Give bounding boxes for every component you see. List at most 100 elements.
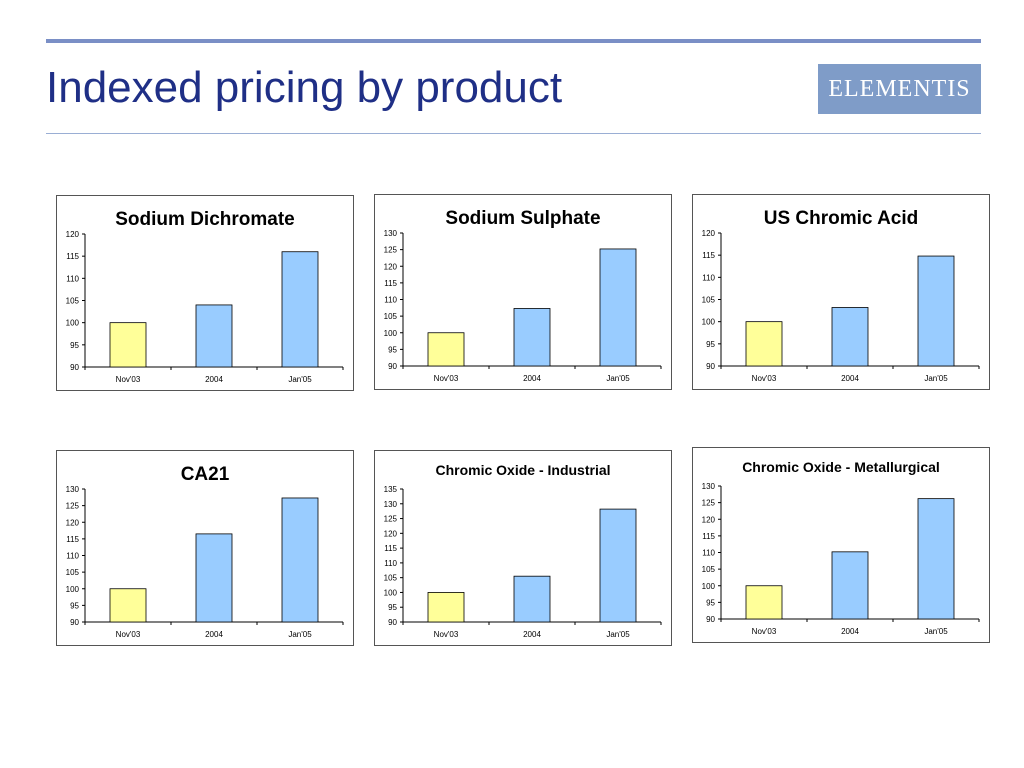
x-tick-label: 2004 (205, 375, 223, 384)
y-tick-label: 130 (384, 229, 398, 238)
chart-svg: Sodium Dichromate 90 95 100 105 110 115 120 Nov'… (66, 209, 344, 384)
chart-chromic-oxide-metallurgical: Chromic Oxide - Metallurgical 90 95 100 105 1… (692, 447, 990, 643)
y-tick-label: 120 (384, 529, 398, 538)
y-tick-label: 110 (384, 559, 397, 568)
bar-nov-03 (427, 592, 465, 623)
y-tick-label: 95 (706, 598, 715, 607)
bar-jan-05 (281, 497, 319, 623)
bar-jan-05 (599, 508, 637, 623)
y-tick-label: 120 (66, 230, 80, 239)
y-tick-label: 125 (66, 502, 80, 511)
y-tick-label: 95 (70, 341, 79, 350)
y-tick-label: 120 (702, 229, 716, 238)
y-tick-label: 100 (66, 585, 80, 594)
y-tick-label: 100 (702, 318, 716, 327)
chart-svg: Chromic Oxide - Industrial 90 95 100 105 110 1… (384, 462, 662, 639)
chart-title: Chromic Oxide - Metallurgical (742, 459, 940, 475)
chart-sodium-sulphate: Sodium Sulphate 90 95 100 105 110 115 120 125 130… (374, 194, 672, 390)
bar-2004 (195, 533, 233, 623)
y-tick-label: 105 (384, 574, 398, 583)
y-tick-label: 115 (66, 252, 79, 261)
x-tick-label: Jan'05 (924, 374, 948, 383)
y-tick-label: 100 (384, 329, 398, 338)
x-tick-label: Jan'05 (924, 627, 948, 636)
chart-title: US Chromic Acid (764, 208, 919, 229)
chart-chromic-oxide-industrial: Chromic Oxide - Industrial 90 95 100 105 110 1… (374, 450, 672, 646)
y-tick-label: 110 (66, 552, 79, 561)
top-divider (46, 39, 981, 43)
bar-jan-05 (917, 255, 955, 367)
bar-nov-03 (109, 322, 147, 368)
bar-2004 (195, 304, 233, 368)
y-tick-label: 105 (384, 312, 398, 321)
chart-title: Sodium Sulphate (445, 208, 600, 229)
y-tick-label: 110 (384, 296, 397, 305)
bar-nov-03 (427, 332, 465, 367)
x-tick-label: 2004 (523, 630, 541, 639)
chart-sodium-dichromate: Sodium Dichromate 90 95 100 105 110 115 120 Nov'… (56, 195, 354, 391)
chart-svg: US Chromic Acid 90 95 100 105 110 115 120 Nov'03… (702, 208, 980, 383)
x-tick-label: 2004 (841, 627, 859, 636)
y-tick-label: 115 (384, 544, 397, 553)
title-divider (46, 133, 981, 134)
x-tick-label: Jan'05 (606, 374, 630, 383)
y-tick-label: 90 (706, 615, 715, 624)
x-tick-label: 2004 (205, 630, 223, 639)
y-tick-label: 110 (702, 549, 715, 558)
y-tick-label: 125 (384, 246, 398, 255)
y-tick-label: 95 (70, 601, 79, 610)
x-tick-label: Jan'05 (606, 630, 630, 639)
bar-2004 (831, 307, 869, 367)
y-tick-label: 105 (66, 297, 80, 306)
y-tick-label: 100 (702, 582, 716, 591)
y-tick-label: 95 (706, 340, 715, 349)
chart-svg: Sodium Sulphate 90 95 100 105 110 115 120 125 130… (384, 208, 662, 383)
y-tick-label: 125 (702, 499, 716, 508)
y-tick-label: 130 (66, 485, 80, 494)
y-tick-label: 100 (66, 319, 80, 328)
x-tick-label: Nov'03 (752, 627, 777, 636)
x-tick-label: Nov'03 (434, 374, 459, 383)
y-tick-label: 135 (384, 485, 398, 494)
y-tick-label: 115 (384, 279, 397, 288)
y-tick-label: 90 (388, 618, 397, 627)
x-tick-label: Nov'03 (752, 374, 777, 383)
bar-jan-05 (917, 498, 955, 620)
x-tick-label: Nov'03 (116, 630, 141, 639)
y-tick-label: 130 (702, 482, 716, 491)
y-tick-label: 105 (702, 296, 716, 305)
chart-svg: Chromic Oxide - Metallurgical 90 95 100 105 1… (702, 459, 980, 636)
y-tick-label: 120 (66, 518, 80, 527)
y-tick-label: 95 (388, 603, 397, 612)
y-tick-label: 125 (384, 515, 398, 524)
y-tick-label: 120 (384, 262, 398, 271)
y-tick-label: 110 (66, 274, 79, 283)
logo-text: ELEMENTIS (828, 75, 971, 102)
x-tick-label: Nov'03 (116, 375, 141, 384)
chart-ca21: CA21 90 95 100 105 110 115 120 125 130 Nov'03 2004 J… (56, 450, 354, 646)
bar-nov-03 (109, 588, 147, 623)
bar-nov-03 (745, 585, 783, 620)
page-title: Indexed pricing by product (46, 63, 563, 112)
y-tick-label: 100 (384, 588, 398, 597)
chart-title: CA21 (181, 464, 230, 485)
y-tick-label: 90 (706, 362, 715, 371)
x-tick-label: Jan'05 (288, 375, 312, 384)
y-tick-label: 105 (702, 565, 716, 574)
y-tick-label: 90 (70, 618, 79, 627)
y-tick-label: 110 (702, 273, 715, 282)
x-tick-label: 2004 (523, 374, 541, 383)
y-tick-label: 115 (66, 535, 79, 544)
chart-title: Sodium Dichromate (115, 209, 294, 230)
bar-nov-03 (745, 321, 783, 367)
y-tick-label: 130 (384, 500, 398, 509)
chart-svg: CA21 90 95 100 105 110 115 120 125 130 Nov'03 2004 J… (66, 464, 344, 639)
elementis-logo: ELEMENTIS (818, 64, 981, 114)
y-tick-label: 95 (388, 345, 397, 354)
x-tick-label: Jan'05 (288, 630, 312, 639)
bar-2004 (831, 551, 869, 620)
bar-jan-05 (599, 248, 637, 367)
y-tick-label: 115 (702, 532, 715, 541)
y-tick-label: 90 (388, 362, 397, 371)
bar-jan-05 (281, 251, 319, 368)
